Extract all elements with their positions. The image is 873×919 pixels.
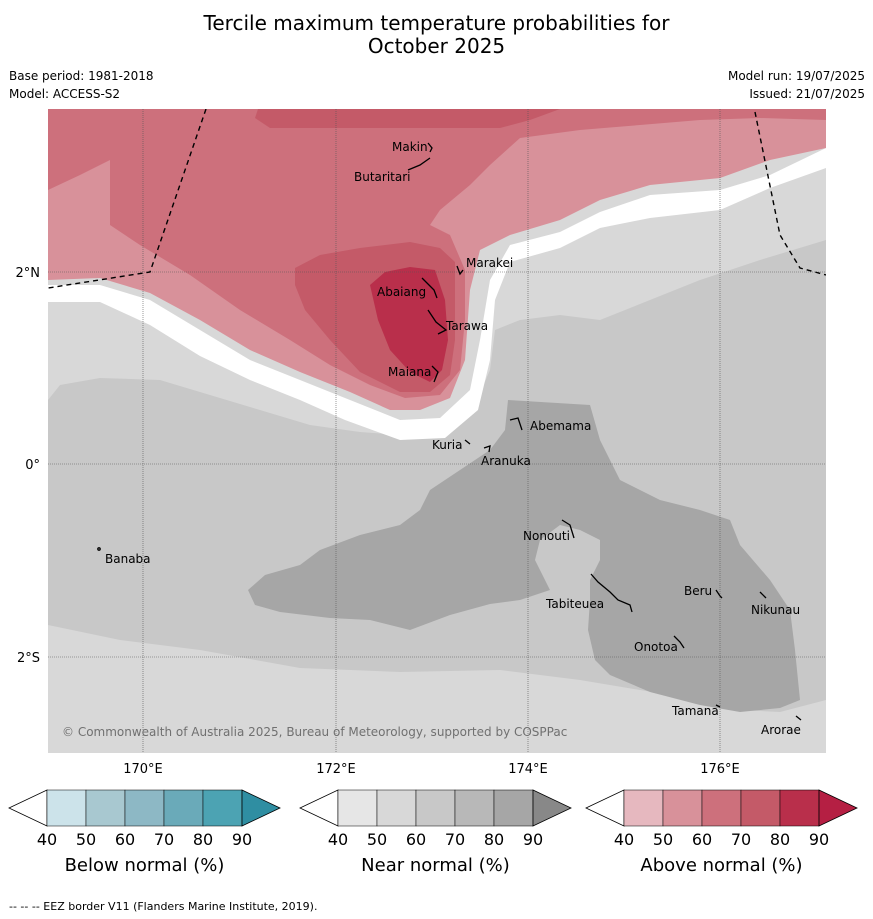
- colorbar-cell: [46, 789, 87, 827]
- place-label: Tamana: [671, 704, 719, 718]
- colorbar-below: 40 50 60 70 80 90 Below normal (%): [8, 789, 281, 876]
- colorbar-tick-label: 50: [76, 830, 96, 849]
- colorbar-tick-label: 80: [193, 830, 213, 849]
- colorbar-cell: [376, 789, 417, 827]
- colorbar-tick-label: 70: [731, 830, 751, 849]
- colorbar-tick-label: 90: [809, 830, 829, 849]
- place-label: Banaba: [105, 552, 151, 566]
- colorbar-title: Near normal (%): [361, 855, 510, 876]
- issued-text: Issued: 21/07/2025: [749, 87, 865, 101]
- lon-label: 170°E: [123, 762, 163, 777]
- place-label: Marakei: [466, 256, 513, 270]
- colorbar-tick-label: 60: [115, 830, 135, 849]
- colorbar-tick-label: 80: [484, 830, 504, 849]
- colorbar-tick-label: 70: [445, 830, 465, 849]
- colorbars: 40 50 60 70 80 90 Below normal (%) 40 50 60 70 80 90…: [8, 789, 858, 876]
- place-label: Makin: [392, 140, 428, 154]
- place-label: Kuria: [432, 438, 463, 452]
- place-labels: Makin Butaritari Marakei Abaiang Tarawa …: [105, 140, 801, 737]
- colorbar-tick-label: 60: [692, 830, 712, 849]
- colorbar-near: 40 50 60 70 80 90 Near normal (%): [299, 789, 572, 876]
- colorbar-max-arrow: [241, 789, 281, 827]
- colorbar-title: Below normal (%): [65, 855, 225, 876]
- axis-labels: 170°E 172°E 174°E 176°E 2°N 0° 2°S: [16, 266, 740, 777]
- colorbar-cell: [124, 789, 165, 827]
- place-label: Beru: [684, 584, 712, 598]
- place-label: Abemama: [530, 419, 591, 433]
- colorbar-max-arrow: [532, 789, 572, 827]
- base-period-text: Base period: 1981-2018: [9, 69, 154, 83]
- colorbar-tick-label: 90: [232, 830, 252, 849]
- colorbar-cell: [202, 789, 243, 827]
- colorbar-tick-label: 90: [523, 830, 543, 849]
- colorbar-min-arrow: [8, 789, 48, 827]
- copyright-text: © Commonwealth of Australia 2025, Bureau…: [62, 725, 567, 739]
- colorbar-cell: [454, 789, 495, 827]
- place-label: Tarawa: [445, 319, 488, 333]
- colorbar-tick-label: 50: [367, 830, 387, 849]
- meta-right: Model run: 19/07/2025 Issued: 21/07/2025: [728, 67, 865, 103]
- lon-label: 176°E: [700, 762, 740, 777]
- near-normal-70-80-region: [248, 400, 800, 712]
- model-run-text: Model run: 19/07/2025: [727, 69, 865, 83]
- colorbar-above: 40 50 60 70 80 90 Above normal (%): [585, 789, 858, 876]
- gridlines: [48, 109, 826, 753]
- title-line-1: Tercile maximum temperature probabilitie…: [203, 11, 670, 35]
- title-line-2: October 2025: [367, 34, 506, 58]
- place-label: Butaritari: [354, 170, 411, 184]
- colorbar-cell: [623, 789, 664, 827]
- colorbar-max-arrow: [818, 789, 858, 827]
- place-label: Abaiang: [377, 285, 426, 299]
- place-label: Maiana: [388, 365, 431, 379]
- colorbar-tick-label: 50: [653, 830, 673, 849]
- colorbar-tick-label: 60: [406, 830, 426, 849]
- place-label: Nikunau: [751, 603, 800, 617]
- colorbar-tick-label: 40: [37, 830, 57, 849]
- place-label: Onotoa: [634, 640, 678, 654]
- colorbar-cell: [662, 789, 703, 827]
- island-outlines: [97, 142, 802, 721]
- colorbar-min-arrow: [299, 789, 339, 827]
- colorbar-cell: [701, 789, 742, 827]
- meta-left: Base period: 1981-2018 Model: ACCESS-S2: [9, 67, 154, 103]
- colorbar-min-arrow: [585, 789, 625, 827]
- above-normal-70-80-region: [255, 109, 560, 128]
- lon-label: 174°E: [508, 762, 548, 777]
- model-text: Model: ACCESS-S2: [9, 87, 121, 101]
- colorbar-cell: [779, 789, 820, 827]
- colorbar-cell: [740, 789, 781, 827]
- lat-label: 2°N: [16, 266, 41, 281]
- place-label: Aranuka: [481, 454, 531, 468]
- above-normal-80-90-core: [370, 267, 448, 382]
- place-label: Tabiteuea: [545, 597, 604, 611]
- white-band: [48, 148, 826, 440]
- colorbar-cell: [85, 789, 126, 827]
- colorbar-tick-label: 80: [770, 830, 790, 849]
- colorbar-cell: [163, 789, 204, 827]
- lat-label: 2°S: [17, 651, 40, 666]
- eez-border: [48, 109, 826, 289]
- colorbar-tick-label: 70: [154, 830, 174, 849]
- place-label: Arorae: [761, 723, 801, 737]
- place-label: Nonouti: [523, 529, 570, 543]
- lon-label: 172°E: [316, 762, 356, 777]
- colorbar-cell: [415, 789, 456, 827]
- colorbar-cell: [493, 789, 534, 827]
- eez-note: -- -- -- EEZ border V11 (Flanders Marine…: [9, 900, 318, 913]
- colorbar-cell: [337, 789, 378, 827]
- colorbar-tick-label: 40: [328, 830, 348, 849]
- colorbar-tick-label: 40: [614, 830, 634, 849]
- map-title: Tercile maximum temperature probabilitie…: [0, 12, 873, 58]
- colorbar-title: Above normal (%): [640, 855, 802, 876]
- lat-label: 0°: [25, 458, 40, 473]
